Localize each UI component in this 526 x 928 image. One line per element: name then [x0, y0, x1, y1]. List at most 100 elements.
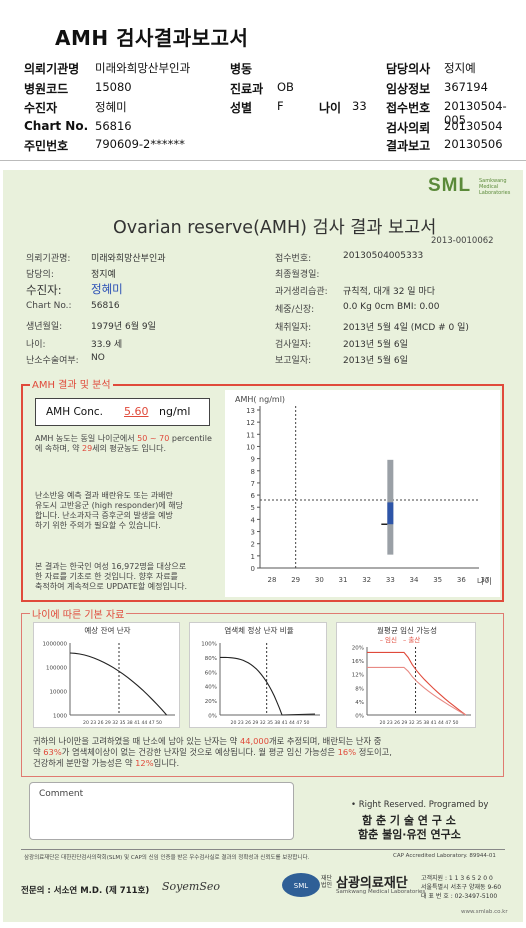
mini-y-tick-label: 0% [355, 714, 364, 720]
x-tick-label: 37 [481, 576, 490, 584]
legend-pregnancy: – 임신 [380, 635, 397, 644]
info-label: 접수번호: [275, 254, 312, 264]
info-value: 0.0 Kg 0cm BMI: 0.00 [343, 302, 440, 312]
report-number: 2013-0010062 [431, 236, 494, 246]
text-run: 정도이고, [356, 747, 392, 757]
foundation-logo-icon: SML [282, 873, 320, 897]
mini-y-tick-label: 100000 [46, 666, 67, 672]
info-value: 미래와희망산부인과 [91, 254, 166, 264]
info-label: 채취일자: [275, 323, 312, 333]
x-axis-label: 나이 [477, 576, 492, 586]
amh-conc-unit: ng/ml [159, 405, 191, 418]
age-value: 33 [352, 99, 367, 113]
mini-y-tick-label: 4% [355, 700, 364, 706]
y-tick-label: 7 [251, 480, 255, 488]
report-date-value: 20130506 [444, 137, 503, 151]
y-tick-label: 6 [251, 492, 256, 500]
foundation-type: 재단 법인 [321, 875, 333, 889]
request-date-label: 검사의뢰 [386, 121, 431, 135]
foundation-name: 삼광의료재단 [336, 876, 408, 891]
x-tick-label: 32 [362, 576, 371, 584]
legend-delivery: – 출산 [403, 635, 420, 644]
request-date-value: 20130504 [444, 119, 503, 133]
info-label: 검사일자: [275, 340, 312, 350]
mini-y-tick-label: 10000 [50, 690, 68, 696]
info-label: 담당의: [26, 270, 54, 280]
hospital-code-value: 15080 [95, 80, 132, 94]
svg-text:SML: SML [294, 882, 308, 890]
specialist-name: 전문의 : 서소연 M.D. (제 711호) [21, 886, 150, 896]
mini-y-tick-label: 0% [208, 714, 217, 720]
text-line: 하기 위한 주의가 필요할 수 있습니다. [35, 521, 161, 530]
text-run: 개로 추정되며, 배란되는 난자 중 [268, 736, 382, 746]
report-header: AMH 검사결과보고서 의뢰기관명 미래와희망산부인과 병동 담당의사 정지예 … [0, 0, 526, 168]
mini-y-tick-label: 40% [205, 685, 217, 691]
y-tick-label: 1 [251, 553, 255, 561]
report-date-label: 결과보고 [386, 139, 431, 153]
pregnancy-chance-panel: 월평균 임신 가능성 20% 16% 12% 8% 4% 0% 20 23 26 29 32 … [336, 622, 476, 728]
receipt-no-label: 접수번호 [386, 101, 431, 115]
text-run: 가 염색체이상이 없는 건강한 난자일 것으로 예상됩니다. 월 평균 임신 가… [61, 747, 338, 757]
text-line: 축적하여 계속적으로 UPDATE할 예정입니다. [35, 582, 188, 591]
remaining-eggs-panel: 예상 잔여 난자 1000000 100000 10000 1000 20 23 26 2… [33, 622, 180, 728]
text-line: 한 자료를 기초로 한 것입니다. 향후 자료를 [35, 572, 178, 581]
remaining-eggs-chart: 예상 잔여 난자 1000000 100000 10000 1000 20 23 26 2… [43, 625, 175, 726]
percentile-range: 50 ~ 70 [137, 434, 170, 443]
institute-name-2: 함춘 불임·유전 연구소 [358, 828, 461, 841]
mini-y-tick-label: 20% [352, 646, 364, 652]
info-value: 33.9 세 [91, 340, 123, 350]
text-run: 입니다. [153, 758, 180, 768]
cap-accreditation: CAP Accredited Laboratory. 89944-01 [393, 853, 496, 859]
accreditation-footnote: 삼광의료재단은 대한진단검사의학회(SLM) 및 CAP의 신임 인증을 받은 … [24, 855, 310, 861]
resident-no-value: 790609-2****** [95, 137, 185, 151]
info-label: 보고일자: [275, 356, 312, 366]
mini-y-tick-label: 12% [352, 673, 364, 679]
age-data-section [21, 613, 504, 777]
y-tick-label: 2 [251, 541, 255, 549]
info-value: 2013년 5월 6일 [343, 340, 408, 350]
info-label: 의뢰기관명: [26, 254, 71, 264]
age-data-section-label: 나이에 따른 기본 자료 [30, 606, 127, 621]
resident-no-label: 주민번호 [24, 139, 69, 153]
normal-chromosome-panel: 염색체 정상 난자 비율 100% 80% 60% 40% 20% 0% 20 23 26 2… [189, 622, 327, 728]
y-tick-label: 5 [251, 504, 255, 512]
specialist-signature: SoyemSeo [162, 880, 220, 893]
percentile-range-bar [387, 502, 394, 525]
info-value: 1979년 6월 9일 [91, 322, 156, 332]
hospital-code-label: 병원코드 [24, 82, 69, 96]
amh-concentration-box: AMH Conc. 5.60 ng/ml [35, 398, 210, 426]
info-label: 나이: [26, 340, 46, 350]
hospital-name-label: 의뢰기관명 [24, 62, 80, 76]
department-label: 진료과 [230, 82, 264, 96]
pregnancy-curve [367, 651, 467, 716]
amh-age-chart-panel: AMH( ng/ml) 0 1 2 3 4 5 6 7 8 9 10 11 12 13 28 29 30 31 32 3… [225, 390, 500, 597]
mini-y-tick-label: 16% [352, 659, 364, 665]
x-tick-label: 28 [268, 576, 277, 584]
mini-x-tick-labels: 20 23 26 29 32 35 38 41 44 47 50 [231, 720, 310, 726]
normal-chromosome-chart: 염색체 정상 난자 비율 100% 80% 60% 40% 20% 0% 20 23 26 2… [201, 625, 320, 726]
y-tick-label: 3 [251, 529, 255, 537]
info-label: 과거생리습관: [275, 287, 328, 297]
patient-value: 정혜미 [95, 100, 127, 114]
text-run: AMH 농도는 동일 나이군에서 [35, 434, 138, 443]
x-tick-label: 36 [457, 576, 466, 584]
data-source-note: 본 결과는 한국인 여성 16,972명을 대상으로 한 자료를 기초로 한 것… [35, 562, 225, 592]
institute-name: 함 춘 기 술 연 구 소 [362, 814, 456, 827]
normal-rate: 63% [43, 747, 62, 757]
text-line: 본 결과는 한국인 여성 16,972명을 대상으로 [35, 562, 187, 571]
info-label: 체중/신장: [275, 305, 315, 315]
chart-no-label: Chart No. [24, 119, 89, 133]
mini-y-tick-label: 60% [205, 670, 217, 676]
mini-x-tick-labels: 20 23 26 29 32 35 38 41 44 47 50 [83, 720, 162, 726]
amh-result-section-label: AMH 결과 및 분석 [30, 376, 113, 391]
info-label: 난소수술여부: [26, 356, 79, 366]
header-divider [0, 160, 526, 161]
comment-label: Comment [39, 789, 84, 799]
info-label: 최종월경일: [275, 270, 320, 280]
sex-value: F [277, 99, 284, 113]
chart-no-value: 56816 [95, 119, 132, 133]
info-label: Chart No.: [26, 301, 72, 311]
text-line: 유도시 고반응군 (high responder)에 해당 [35, 501, 183, 510]
y-tick-label: 11 [246, 431, 255, 439]
mini-y-tick-label: 1000 [53, 714, 67, 720]
